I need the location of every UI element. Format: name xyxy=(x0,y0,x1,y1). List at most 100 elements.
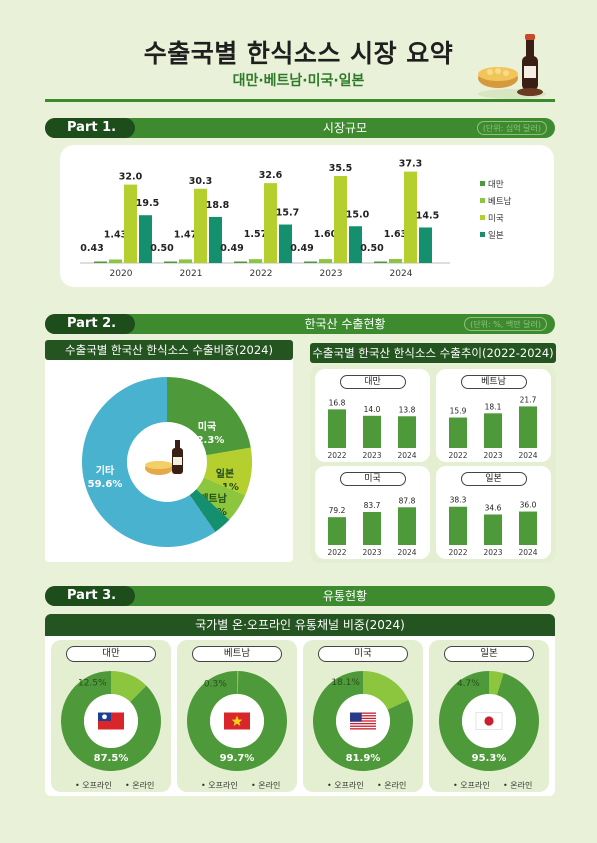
trend-bar xyxy=(363,511,381,545)
flag-sun xyxy=(102,714,107,720)
beans-icon xyxy=(145,461,173,469)
distribution-heading: 국가별 온·오프라인 유통채널 비중(2024) xyxy=(45,614,555,636)
part1-label: Part 1. xyxy=(45,118,135,138)
data-label: 37.3 xyxy=(399,159,422,170)
trend-value: 21.7 xyxy=(520,395,537,404)
x-tick-label: 2020 xyxy=(110,269,133,279)
bar-일본 xyxy=(349,226,362,263)
flag-stripe xyxy=(350,728,376,730)
trend-value: 36.0 xyxy=(520,501,537,510)
channel-title-japan: 일본 xyxy=(444,646,534,662)
trend-value: 34.6 xyxy=(485,503,502,512)
trend-value: 16.8 xyxy=(329,398,346,407)
trend-value: 13.8 xyxy=(399,405,416,414)
trend-value: 18.1 xyxy=(485,402,502,411)
trend-title-taiwan: 대만 xyxy=(339,375,406,389)
trend-year: 2023 xyxy=(483,451,502,460)
flag-stripe xyxy=(350,717,376,720)
trend-year: 2023 xyxy=(483,548,502,557)
part1-header: Part 1. 시장규모 (단위: 십억 달러) xyxy=(45,118,555,138)
flag-stripe xyxy=(350,725,376,727)
slice-value: 22.3% xyxy=(190,435,225,446)
trend-title-usa: 미국 xyxy=(339,472,406,486)
channel-legend-offline: • 오프라인 xyxy=(453,781,490,790)
channel-legend-offline: • 오프라인 xyxy=(327,781,364,790)
soy-sauce-center-icon xyxy=(145,440,183,475)
trend-value: 83.7 xyxy=(364,501,381,510)
trend-year: 2022 xyxy=(327,451,346,460)
trend-bar xyxy=(519,406,537,448)
trend-year: 2024 xyxy=(397,451,416,460)
flag-stripe xyxy=(350,715,376,717)
bar-대만 xyxy=(304,261,317,263)
slice-일본 xyxy=(203,447,252,496)
x-tick-label: 2024 xyxy=(390,269,413,279)
trend-bar xyxy=(484,514,502,545)
channel-donut-vietnam: 99.7% 0.3% xyxy=(186,671,287,771)
trend-year: 2023 xyxy=(362,451,381,460)
vietnam-flag-icon xyxy=(224,712,250,730)
channel-donut-taiwan: 87.5% 12.5% xyxy=(60,671,161,771)
part2-title: 한국산 수출현황 xyxy=(304,317,386,331)
bar-베트남 xyxy=(109,259,122,263)
channel-panel-japan: 일본 95.3% 4.7% • 오프라인 • 온라인 xyxy=(429,640,549,792)
title-divider xyxy=(45,99,555,102)
trend-year: 2024 xyxy=(518,548,537,557)
channel-donut-japan: 95.3% 4.7% xyxy=(439,671,539,771)
part2-label: Part 2. xyxy=(45,314,135,334)
legend-swatch xyxy=(480,198,485,203)
export-share-heading: 수출국별 한국산 한식소스 수출비중(2024) xyxy=(45,340,293,360)
part2-header: Part 2. 한국산 수출현황 (단위: %, 백만 달러) xyxy=(45,314,555,334)
trend-bar xyxy=(449,506,467,545)
slice-offline xyxy=(186,671,287,771)
trend-bar xyxy=(328,517,346,545)
bar-일본 xyxy=(419,227,432,263)
slice-offline xyxy=(439,671,539,771)
offline-value: 81.9% xyxy=(346,753,381,764)
slice-베트남 xyxy=(196,477,246,520)
bar-미국 xyxy=(404,171,417,263)
bar-대만 xyxy=(164,261,177,263)
data-label: 1.63 xyxy=(384,229,407,240)
legend-swatch xyxy=(480,232,485,237)
part3-label: Part 3. xyxy=(45,586,135,606)
channel-panel-taiwan: 대만 87.5% 12.5% • 오프라인 • 온라인 xyxy=(51,640,171,792)
bar-미국 xyxy=(334,176,347,263)
channel-panel-usa: 미국 81.9% 18.1% • 오프라인 • 온라인 xyxy=(303,640,423,792)
bar-대만 xyxy=(374,261,387,263)
trend-chart-usa: 79.2 2022 83.7 2023 87.8 2024 xyxy=(327,496,416,557)
part2-unit: (단위: %, 백만 달러) xyxy=(464,317,547,331)
channel-legend-online: • 온라인 xyxy=(125,781,155,790)
slice-online xyxy=(489,671,504,696)
slice-name: 기타 xyxy=(96,464,115,477)
channel-panel-vietnam: 베트남 99.7% 0.3% • 오프라인 • 온라인 xyxy=(177,640,297,792)
channel-legend-online: • 온라인 xyxy=(377,781,407,790)
trend-value: 38.3 xyxy=(450,496,467,505)
trend-year: 2024 xyxy=(397,548,416,557)
bar-베트남 xyxy=(319,259,332,263)
flag-disc xyxy=(484,716,494,726)
data-label: 14.5 xyxy=(416,210,439,221)
trend-value: 14.0 xyxy=(364,405,381,414)
bar-일본 xyxy=(279,224,292,263)
slice-대만 xyxy=(189,489,230,533)
taiwan-flag-icon xyxy=(98,712,124,730)
legend-label: 일본 xyxy=(488,231,504,241)
page-title: 수출국별 한식소스 시장 요약 xyxy=(143,39,454,68)
trend-year: 2022 xyxy=(327,548,346,557)
x-tick-label: 2021 xyxy=(180,269,203,279)
part3-title: 유통현황 xyxy=(322,589,368,603)
channel-legend-offline: • 오프라인 xyxy=(201,781,238,790)
export-trend-heading: 수출국별 한국산 한식소스 수출추이(2022-2024) xyxy=(310,343,556,363)
slice-online xyxy=(363,671,409,710)
bottle-label-icon xyxy=(173,457,182,465)
trend-title-japan: 일본 xyxy=(460,472,527,486)
export-share-card: 수출국별 한국산 한식소스 수출비중(2024) 미국22.3%일본9.1%베트… xyxy=(45,340,293,562)
data-label: 19.5 xyxy=(136,198,159,209)
soy-sauce-illustration-icon xyxy=(478,34,546,99)
data-label: 30.3 xyxy=(189,176,212,187)
bar-베트남 xyxy=(249,259,262,263)
channel-title-vietnam: 베트남 xyxy=(192,646,282,662)
online-value: 4.7% xyxy=(457,679,480,689)
